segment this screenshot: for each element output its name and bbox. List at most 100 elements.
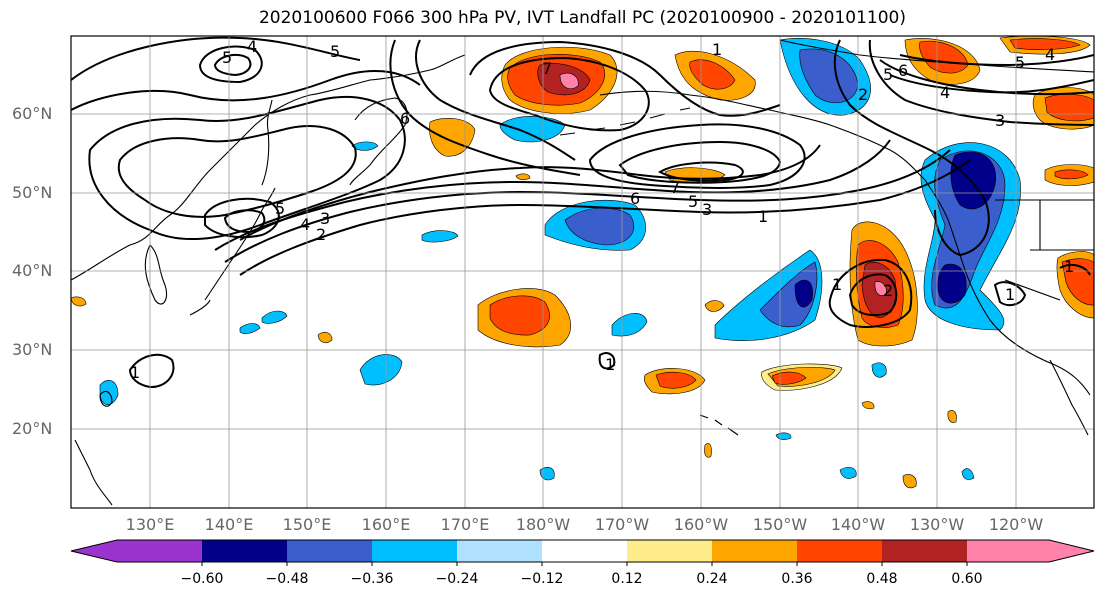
pv-contour: [239, 144, 821, 241]
contour-label: 5: [1015, 53, 1025, 72]
contour-label: 2: [883, 281, 893, 300]
negative-anomaly-region: [871, 362, 887, 378]
lon-label: 130°W: [909, 515, 965, 534]
contour-label: 1: [1005, 285, 1015, 304]
taiwan-coastline: [99, 390, 113, 407]
contour-label: 6: [898, 61, 908, 80]
asia-coastline: [71, 54, 466, 281]
colorbar-segment: [712, 540, 797, 562]
negative-anomaly-region: [239, 323, 261, 334]
contour-label: 5: [883, 65, 893, 84]
pv-contour: [213, 53, 252, 77]
pv-contour: [204, 197, 280, 239]
contour-label: 1: [832, 275, 842, 294]
pv-contour: [889, 74, 1094, 94]
contour-label: 5: [222, 48, 232, 67]
contour-label: 2: [858, 85, 868, 104]
colorbar-tick-label: 0.24: [696, 571, 728, 587]
lon-label: 180°W: [515, 515, 571, 534]
colorbar-ticks: [201, 562, 968, 566]
colorbar-segment: [967, 540, 1049, 562]
pv-contour: [415, 39, 576, 161]
positive-anomaly-region: [655, 371, 697, 389]
negative-anomaly-region: [421, 230, 459, 243]
positive-anomaly-region: [902, 474, 917, 489]
lon-label: 140°W: [830, 515, 886, 534]
lon-label: 170°E: [440, 515, 490, 534]
lon-label: 160°E: [361, 515, 411, 534]
coastlines: [71, 39, 1094, 506]
colorbar-segment: [797, 540, 882, 562]
contour-label: 1: [605, 355, 615, 374]
contour-label: 3: [702, 200, 712, 219]
positive-anomaly-region: [1054, 169, 1089, 180]
lon-label: 120°W: [988, 515, 1044, 534]
pv-contour: [88, 96, 406, 240]
colorbar-tick-label: 0.36: [781, 571, 813, 587]
negative-anomaly-region: [564, 207, 635, 246]
lon-label: 130°E: [125, 515, 175, 534]
colorbar-segment: [882, 540, 967, 562]
colorbar-outline: [70, 539, 1095, 563]
contour-label: 5: [275, 199, 285, 218]
contour-label: 1: [712, 40, 722, 59]
colorbar-segment: [287, 540, 372, 562]
pv-contour: [223, 209, 266, 234]
contour-label: 6: [630, 189, 640, 208]
colorbar-segment: [372, 540, 457, 562]
contour-label: 4: [1045, 45, 1055, 64]
map-frame: [70, 35, 1095, 509]
positive-anomaly-region: [861, 401, 875, 410]
positive-anomaly-region: [704, 443, 712, 458]
negative-anomaly-region: [839, 467, 857, 479]
positive-anomaly-region: [559, 72, 579, 89]
colorbar-segment: [457, 540, 542, 562]
pv-contour: [214, 139, 891, 251]
north-america-coastline: [924, 179, 1091, 396]
colorbar-tick-label: −0.36: [350, 571, 394, 587]
map-title: 2020100600 F066 300 hPa PV, IVT Landfall…: [258, 8, 906, 28]
positive-anomaly-region: [947, 410, 957, 423]
negative-anomaly-region: [539, 467, 555, 481]
contour-label: 4: [247, 37, 257, 56]
pv-contour: [657, 161, 744, 182]
colorbar-segment: [117, 540, 202, 562]
colorbar-tick-label: −0.24: [435, 571, 479, 587]
contour-label: 2: [316, 225, 326, 244]
negative-anomaly-region: [961, 468, 975, 480]
lat-label: 30°N: [12, 340, 53, 359]
contour-label: 1: [1064, 257, 1074, 276]
contour-label: 3: [995, 111, 1005, 130]
pv-contour: [588, 123, 806, 190]
positive-anomaly-region: [71, 296, 87, 307]
contour-label: 1: [130, 363, 140, 382]
lon-label: 140°E: [204, 515, 254, 534]
north-coast: [779, 39, 1094, 73]
colorbar-segment: [542, 540, 627, 562]
pv-contour: [389, 39, 581, 176]
philippines-coastline: [74, 439, 113, 506]
positive-anomaly-region: [874, 281, 887, 296]
colorbar-extend-high: [1049, 540, 1094, 562]
pv-contour: [848, 273, 898, 317]
colorbar-extend-low: [71, 540, 117, 562]
colorbar-tick-label: 0.12: [611, 571, 643, 587]
contour-labels: 5 4 5 6 7 1 2 3 4 5 6 5 4 6 5 3 1 7 1 1 …: [130, 37, 1074, 382]
us-canada-border: [995, 199, 1094, 301]
negative-anomaly-region: [359, 354, 403, 386]
pv-contour: [879, 59, 1094, 96]
contour-label: 4: [940, 83, 950, 102]
lon-label: 170°W: [594, 515, 650, 534]
colorbar-tick-label: 0.60: [951, 571, 983, 587]
contour-label: 1: [758, 207, 768, 226]
pv-contour: [828, 258, 913, 328]
contour-label: 5: [688, 192, 698, 211]
lon-label: 150°E: [282, 515, 332, 534]
colorbar-segment: [202, 540, 287, 562]
lat-label: 20°N: [12, 419, 53, 438]
lon-label: 150°W: [752, 515, 808, 534]
negative-anomaly-region: [611, 313, 648, 337]
pv-contour: [833, 39, 990, 257]
positive-anomaly-region: [489, 295, 550, 336]
